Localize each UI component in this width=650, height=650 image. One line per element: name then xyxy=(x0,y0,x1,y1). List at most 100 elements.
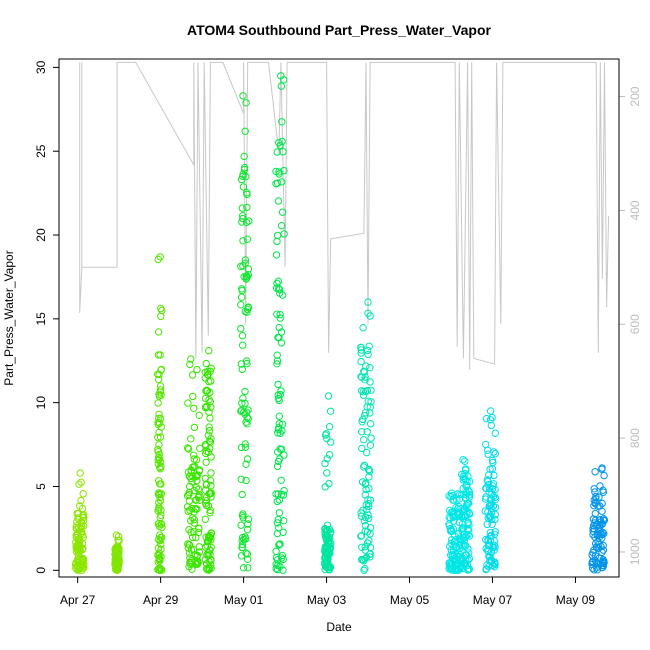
data-point xyxy=(361,513,370,522)
data-point xyxy=(366,550,374,558)
data-point xyxy=(73,566,81,574)
data-point xyxy=(489,543,497,551)
y2-tick-label: 600 xyxy=(628,314,642,334)
y-tick-label: 25 xyxy=(34,144,48,158)
point-cluster xyxy=(154,253,166,574)
data-point xyxy=(203,386,211,394)
data-point xyxy=(201,474,210,483)
data-point xyxy=(187,435,195,443)
data-point xyxy=(187,556,196,565)
data-point xyxy=(447,561,456,569)
data-point xyxy=(357,343,365,352)
data-point xyxy=(363,448,371,457)
data-point xyxy=(185,488,194,497)
data-point xyxy=(112,564,120,572)
data-point xyxy=(205,423,213,431)
data-point xyxy=(592,543,601,551)
data-point xyxy=(361,565,369,573)
data-point xyxy=(487,421,495,430)
data-point xyxy=(481,507,489,515)
y2-tick-label: 800 xyxy=(628,428,642,448)
data-point xyxy=(364,350,372,359)
data-point xyxy=(77,478,85,486)
data-point xyxy=(464,486,472,494)
data-point xyxy=(277,222,286,230)
data-point xyxy=(276,314,284,322)
data-point xyxy=(191,505,200,513)
data-point xyxy=(155,375,163,384)
data-point xyxy=(366,467,374,475)
data-point xyxy=(598,499,606,508)
data-point xyxy=(74,540,83,548)
data-point xyxy=(156,536,164,545)
data-point xyxy=(156,480,164,488)
data-point xyxy=(361,373,369,381)
x-tick-label: May 05 xyxy=(390,593,430,607)
data-point xyxy=(189,463,197,471)
data-point xyxy=(276,445,284,453)
data-point xyxy=(367,398,375,406)
data-point xyxy=(273,462,282,471)
data-point xyxy=(156,531,164,539)
data-point xyxy=(240,152,248,161)
data-point xyxy=(207,435,215,443)
data-point xyxy=(360,368,369,376)
data-point xyxy=(365,473,373,481)
data-point xyxy=(192,496,201,504)
data-point xyxy=(485,471,493,479)
data-point xyxy=(363,539,372,547)
data-point xyxy=(275,455,284,463)
data-point xyxy=(275,524,283,532)
point-cluster xyxy=(588,464,609,574)
data-point xyxy=(154,520,163,528)
data-point xyxy=(275,284,283,293)
data-point xyxy=(459,476,467,484)
data-point xyxy=(449,510,457,518)
point-cluster xyxy=(357,298,375,574)
data-point xyxy=(190,519,199,527)
data-point xyxy=(280,166,288,175)
data-point xyxy=(274,277,283,285)
data-point xyxy=(596,482,604,490)
data-point xyxy=(486,416,495,424)
data-point xyxy=(278,291,287,299)
data-point xyxy=(325,451,334,459)
data-point xyxy=(272,251,281,259)
data-point xyxy=(464,530,472,539)
data-point xyxy=(324,560,332,568)
data-point xyxy=(243,235,252,243)
data-point xyxy=(156,388,165,396)
data-point xyxy=(596,521,604,530)
data-point xyxy=(190,451,198,459)
data-point xyxy=(186,558,194,567)
data-point xyxy=(459,484,467,493)
data-point xyxy=(486,407,495,415)
data-point xyxy=(237,293,246,301)
data-point xyxy=(112,531,121,539)
data-point xyxy=(201,394,210,403)
data-point xyxy=(357,532,365,540)
data-point xyxy=(273,357,282,365)
data-point xyxy=(154,490,163,498)
x-tick-label: Apr 27 xyxy=(60,593,96,607)
data-point xyxy=(363,428,371,436)
y2-tick-label: 1000 xyxy=(628,538,642,565)
data-point xyxy=(276,311,284,319)
x-tick-label: May 01 xyxy=(224,593,264,607)
data-point xyxy=(157,553,165,561)
data-point xyxy=(237,521,245,529)
data-point xyxy=(187,467,195,475)
data-point xyxy=(273,279,281,288)
data-point xyxy=(591,516,599,525)
data-point xyxy=(154,544,163,552)
data-point xyxy=(483,520,491,529)
data-point xyxy=(360,566,368,574)
point-cluster xyxy=(111,531,123,574)
data-point xyxy=(239,172,247,181)
data-point xyxy=(72,558,80,566)
data-point xyxy=(204,551,212,559)
y-tick-label: 20 xyxy=(34,228,48,242)
point-cluster xyxy=(71,469,88,574)
data-point xyxy=(207,364,215,372)
data-point xyxy=(239,341,247,349)
